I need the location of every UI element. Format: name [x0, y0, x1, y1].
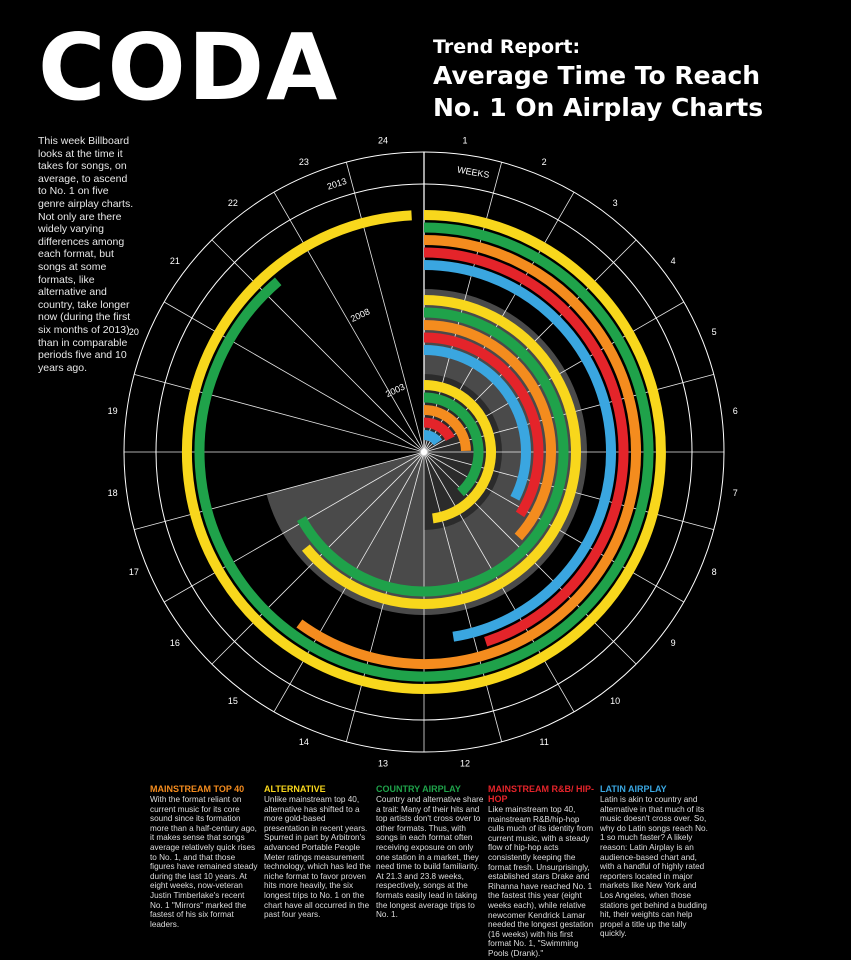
arc-alternative-2008: [423, 320, 556, 541]
tick-label-19: 19: [108, 406, 118, 416]
spoke-21: [163, 301, 425, 453]
period-label-2008: 2008: [349, 306, 371, 324]
arc-latin-airplay-2008: [301, 295, 581, 609]
legend-column-4: LATIN AIRPLAY Latin is akin to country an…: [600, 784, 708, 939]
arc-mainstream-r-b-hip-hop-2013: [423, 247, 629, 647]
arc-mainstream-top-40-2008: [423, 345, 531, 501]
legend-body: Like mainstream top 40, mainstream R&B/h…: [488, 805, 594, 958]
tick-label-7: 7: [733, 488, 738, 498]
arc-country-airplay-2013: [194, 222, 654, 682]
tick-label-5: 5: [712, 327, 717, 337]
tick-label-12: 12: [460, 758, 470, 768]
legend-column-2: COUNTRY AIRPLAY Country and alternative s…: [376, 784, 484, 920]
tick-label-23: 23: [299, 157, 309, 167]
tick-label-22: 22: [228, 198, 238, 208]
intro-text: This week Billboard looks at the time it…: [38, 135, 134, 374]
tick-label-10: 10: [610, 696, 620, 706]
tick-label-17: 17: [129, 567, 139, 577]
kicker: Trend Report:: [433, 36, 581, 58]
axis-label-weeks: WEEKS: [456, 165, 490, 180]
tick-label-6: 6: [733, 406, 738, 416]
legend-heading: LATIN AIRPLAY: [600, 784, 667, 794]
legend-heading: ALTERNATIVE: [264, 784, 326, 794]
arc-mainstream-top-40-2013: [423, 260, 616, 642]
tick-label-24: 24: [378, 136, 388, 146]
radial-chart: 123456789101112131415161718192021222324W…: [108, 136, 738, 769]
tick-label-9: 9: [671, 638, 676, 648]
tick-label-2: 2: [542, 157, 547, 167]
legend-heading: MAINSTREAM TOP 40: [150, 784, 245, 794]
arc-mainstream-r-b-hip-hop-2008: [423, 332, 544, 518]
arc-alternative-2013: [296, 235, 641, 669]
tick-label-13: 13: [378, 758, 388, 768]
period-label-2013: 2013: [326, 176, 348, 192]
legend-body: Country and alternative share a trait: M…: [376, 795, 484, 920]
tick-label-16: 16: [170, 638, 180, 648]
tick-label-20: 20: [129, 327, 139, 337]
spoke-22: [211, 239, 425, 453]
center-dot: [421, 449, 427, 455]
tick-label-3: 3: [613, 198, 618, 208]
legend-column-0: MAINSTREAM TOP 40 With the format reliant…: [150, 784, 258, 929]
spoke-20: [134, 373, 425, 453]
tick-label-8: 8: [712, 567, 717, 577]
headline: Average Time To Reach No. 1 On Airplay C…: [433, 60, 833, 124]
arc-latin-airplay-2013: [181, 210, 666, 694]
brand-logo: CODA: [38, 14, 340, 121]
legend: MAINSTREAM TOP 40 With the format reliant…: [150, 784, 840, 958]
legend-body: With the format reliant on current music…: [150, 795, 258, 929]
arc-mainstream-r-b-hip-hop-2003: [423, 417, 455, 442]
legend-body: Unlike mainstream top 40, alternative ha…: [264, 795, 371, 920]
tick-label-14: 14: [299, 737, 309, 747]
arc-alternative-2003: [423, 405, 471, 452]
tick-label-15: 15: [228, 696, 238, 706]
spoke-24: [345, 162, 425, 453]
spoke-23: [273, 191, 425, 453]
arc-country-airplay-2008: [297, 307, 569, 597]
period-label-2003: 2003: [384, 382, 406, 400]
tick-label-1: 1: [462, 136, 467, 146]
spoke-18: [134, 451, 425, 531]
tick-label-4: 4: [671, 256, 676, 266]
legend-heading: MAINSTREAM R&B/ HIP-HOP: [488, 784, 594, 804]
headline-line-1: Average Time To Reach: [433, 61, 761, 90]
legend-body: Latin is akin to country and alternative…: [600, 795, 708, 939]
legend-heading: COUNTRY AIRPLAY: [376, 784, 461, 794]
tick-label-21: 21: [170, 256, 180, 266]
arc-latin-airplay-2003: [423, 380, 496, 524]
arc-mainstream-top-40-2003: [423, 430, 443, 446]
legend-column-1: ALTERNATIVE Unlike mainstream top 40, alt…: [264, 784, 372, 920]
arc-country-airplay-2003: [423, 392, 484, 497]
spoke-17: [163, 451, 425, 603]
tick-label-18: 18: [108, 488, 118, 498]
legend-column-3: MAINSTREAM R&B/ HIP-HOP Like mainstream t…: [488, 784, 596, 959]
tick-label-11: 11: [539, 737, 548, 747]
headline-line-2: No. 1 On Airplay Charts: [433, 93, 764, 122]
